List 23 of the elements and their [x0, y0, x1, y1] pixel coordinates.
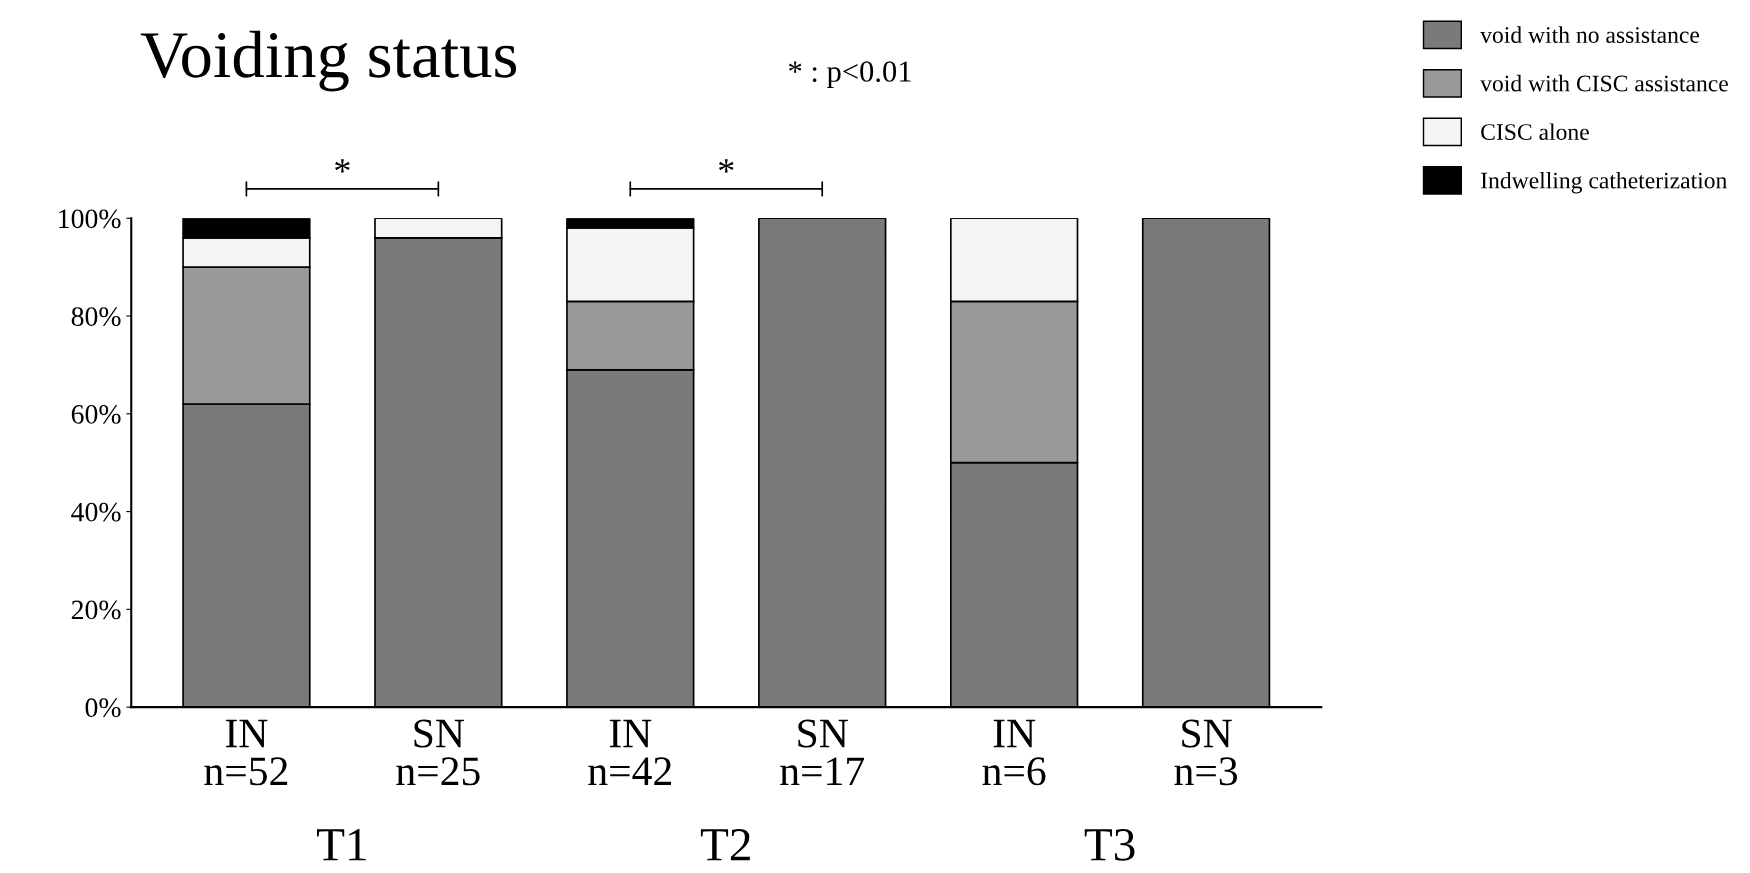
y-tick-label: 80% — [71, 307, 121, 327]
legend-label: void with CISC assistance — [1480, 74, 1728, 92]
text: T1 — [317, 829, 366, 861]
text: T2 — [700, 828, 750, 861]
annotation: * — [335, 159, 350, 173]
text: * : p<0.01 — [788, 61, 911, 89]
legend-label: Indwelling catheterization — [1481, 171, 1727, 194]
x-tick-label: SN n=3 — [1174, 719, 1238, 786]
y-tick-label: 60% — [71, 404, 121, 424]
legend-label: void with no assistance — [1480, 26, 1700, 43]
y-tick-label: 20% — [71, 600, 121, 620]
x-tick-label: SN n=25 — [396, 719, 480, 786]
x-tick-label: IN n=42 — [588, 719, 671, 785]
x-tick-label: IN n=6 — [982, 719, 1046, 786]
legend-label: CISC alone — [1481, 123, 1589, 141]
annotation: * — [718, 159, 734, 173]
y-tick-label: 0% — [85, 698, 121, 718]
y-tick-label: 40% — [71, 502, 121, 522]
chart-title: Voiding status — [140, 30, 517, 92]
text: T3 — [1084, 828, 1135, 861]
x-tick-label: SN n=17 — [780, 719, 865, 785]
y-tick-label: 100% — [59, 209, 121, 229]
x-tick-label: IN n=52 — [204, 719, 288, 786]
